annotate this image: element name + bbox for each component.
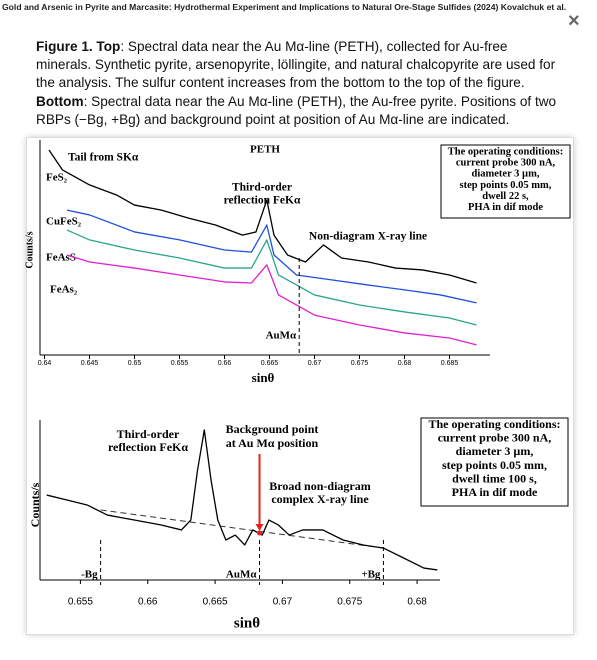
- x-tick-label: 0.665: [203, 597, 228, 608]
- close-button[interactable]: ×: [568, 10, 580, 32]
- conditions-text: dwell time 100 s,: [452, 471, 537, 485]
- caption-segment: : Spectral data near the Au Mα-line (PET…: [36, 93, 557, 127]
- x-tick-label: 0.655: [171, 360, 189, 367]
- conditions-text: diameter 3 µm,: [456, 444, 534, 458]
- chart-title: PETH: [250, 144, 280, 156]
- x-axis-label: sinθ: [252, 370, 275, 385]
- series-label: CuFeS₂: [46, 216, 82, 228]
- background-arrowhead: [255, 524, 264, 532]
- conditions-text: current probe 300 nA,: [456, 158, 556, 169]
- background-point: [257, 530, 263, 536]
- conditions-text: dwell 22 s,: [482, 191, 529, 202]
- x-tick-label: 0.665: [261, 360, 279, 367]
- y-axis-label: Counts/s: [24, 231, 35, 268]
- conditions-text: The operating conditions:: [428, 417, 560, 431]
- conditions-text: diameter 3 µm,: [472, 169, 540, 180]
- x-tick-label: 0.64: [38, 360, 52, 367]
- caption-segment: : Spectral data near the Au Mα-line (PET…: [36, 39, 556, 91]
- x-axis-label: sinθ: [234, 615, 260, 631]
- x-tick-label: 0.67: [273, 597, 293, 608]
- series-line: [66, 254, 477, 346]
- conditions-text: PHA in dif mode: [468, 202, 543, 213]
- x-tick-label: 0.655: [68, 597, 93, 608]
- x-tick-label: 0.68: [407, 597, 427, 608]
- annotation: Third-order: [117, 427, 180, 441]
- marker-label: +Bg: [361, 569, 381, 581]
- x-tick-label: 0.66: [218, 360, 232, 367]
- series-line: [46, 429, 438, 571]
- conditions-box: [440, 144, 571, 219]
- conditions-text: step points 0.05 mm,: [442, 458, 547, 472]
- annotation: complex X-ray line: [271, 492, 369, 506]
- annotation: Broad non-diagram: [269, 479, 370, 493]
- background-point-label: Background point: [226, 422, 319, 436]
- x-tick-label: 0.67: [308, 360, 322, 367]
- background-line: [100, 509, 384, 549]
- background-point-label: at Au Mα position: [226, 436, 319, 450]
- x-tick-label: 0.66: [138, 597, 158, 608]
- conditions-text: The operating conditions:: [448, 146, 564, 157]
- conditions-text: step points 0.05 mm,: [460, 180, 552, 191]
- series-line: [66, 209, 477, 304]
- marker-label: AuMα: [226, 569, 257, 581]
- marker-label: AuMα: [266, 330, 297, 342]
- series-label: FeS₂: [46, 172, 68, 184]
- caption: Figure 1. Top: Spectral data near the Au…: [36, 38, 562, 129]
- series-line: [66, 229, 477, 326]
- header-title: Gold and Arsenic in Pyrite and Marcasite…: [2, 2, 567, 12]
- y-axis-label: Counts/s: [28, 482, 42, 527]
- series-label: FeAs₂: [50, 284, 78, 296]
- annotation: reflection FeKα: [224, 195, 301, 207]
- annotation: Non-diagram X-ray line: [309, 231, 427, 243]
- annotation: Third-order: [232, 182, 292, 194]
- annotation: reflection FeKα: [108, 440, 188, 454]
- x-tick-label: 0.65: [128, 360, 142, 367]
- figure: [26, 137, 574, 635]
- caption-segment: Figure 1. Top: [36, 39, 121, 54]
- conditions-text: PHA in dif mode: [452, 485, 538, 499]
- marker-label: -Bg: [81, 569, 98, 581]
- x-tick-label: 0.685: [441, 360, 459, 367]
- caption-segment: Bottom: [36, 93, 84, 109]
- conditions-text: current probe 300 nA,: [438, 430, 552, 444]
- conditions-box: [420, 417, 569, 507]
- x-tick-label: 0.68: [398, 360, 412, 367]
- x-tick-label: 0.675: [351, 360, 369, 367]
- series-line: [48, 149, 477, 284]
- x-tick-label: 0.675: [337, 597, 362, 608]
- x-tick-label: 0.645: [81, 360, 99, 367]
- series-label: FeAsS: [46, 252, 76, 264]
- annotation: Tail from SKα: [68, 152, 139, 164]
